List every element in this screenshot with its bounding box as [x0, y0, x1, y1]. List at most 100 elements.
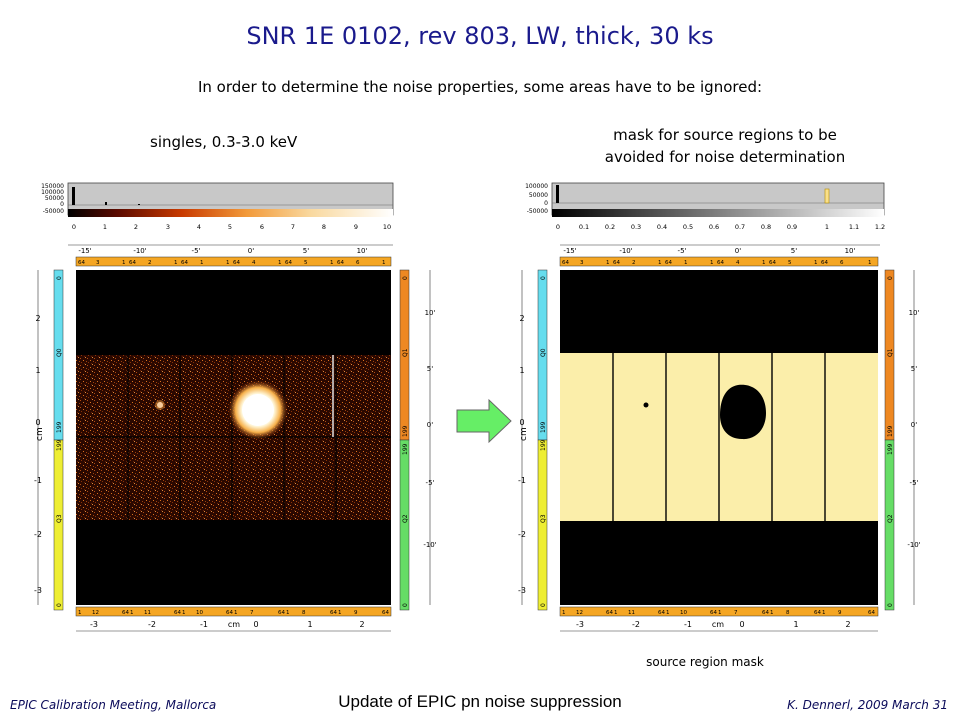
- svg-text:-2: -2: [34, 530, 42, 539]
- svg-text:1: 1: [330, 260, 334, 266]
- right-image-panel: 100000 50000 0 -50000 0 0.1 0.2 0.3 0.4 …: [518, 182, 921, 632]
- svg-text:-15': -15': [78, 247, 91, 255]
- subtitle: In order to determine the noise properti…: [197, 78, 763, 96]
- svg-text:Q0: Q0: [56, 348, 63, 357]
- svg-text:64: 64: [606, 610, 613, 616]
- svg-text:64: 64: [562, 260, 569, 266]
- left-colorbar-ticks: 0 1 2 3 4 5 6 7 8 9 10: [72, 223, 391, 231]
- svg-text:6: 6: [840, 260, 844, 266]
- svg-text:199: 199: [540, 421, 547, 433]
- svg-text:Q2: Q2: [887, 514, 894, 523]
- svg-text:1: 1: [226, 260, 230, 266]
- svg-text:8: 8: [786, 610, 790, 616]
- svg-text:64: 64: [762, 610, 769, 616]
- svg-text:64: 64: [181, 260, 188, 266]
- svg-text:0.6: 0.6: [709, 223, 719, 231]
- left-cm-axis: 2 1 0 -1 -2 -3: [34, 314, 42, 595]
- svg-text:0: 0: [540, 276, 547, 280]
- svg-text:64: 64: [814, 610, 821, 616]
- svg-text:0: 0: [402, 603, 409, 607]
- svg-text:cm: cm: [712, 620, 724, 629]
- svg-text:64: 64: [278, 610, 285, 616]
- right-hist-tick-1: 50000: [529, 192, 548, 199]
- svg-text:0': 0': [248, 247, 254, 255]
- svg-text:0.1: 0.1: [579, 223, 589, 231]
- svg-text:-5': -5': [910, 479, 919, 487]
- svg-text:2: 2: [134, 223, 138, 231]
- svg-text:199: 199: [402, 425, 409, 437]
- svg-text:2: 2: [632, 260, 636, 266]
- svg-text:64: 64: [717, 260, 724, 266]
- svg-text:0: 0: [253, 620, 258, 629]
- svg-text:0.3: 0.3: [631, 223, 641, 231]
- svg-text:64: 64: [129, 260, 136, 266]
- svg-text:0.7: 0.7: [735, 223, 745, 231]
- svg-text:Q1: Q1: [402, 348, 409, 357]
- svg-text:64: 64: [382, 610, 389, 616]
- svg-text:1: 1: [793, 620, 798, 629]
- svg-text:1: 1: [130, 610, 134, 616]
- left-hist-tick-4: -50000: [43, 208, 64, 215]
- svg-text:64: 64: [233, 260, 240, 266]
- svg-text:1: 1: [35, 366, 40, 375]
- svg-text:199: 199: [887, 443, 894, 455]
- svg-text:1: 1: [234, 610, 238, 616]
- svg-text:64: 64: [821, 260, 828, 266]
- svg-text:64: 64: [769, 260, 776, 266]
- svg-text:0: 0: [35, 418, 40, 427]
- svg-text:1: 1: [174, 260, 178, 266]
- svg-text:0: 0: [72, 223, 76, 231]
- svg-text:1: 1: [382, 260, 386, 266]
- svg-text:64: 64: [658, 610, 665, 616]
- svg-text:-2: -2: [518, 530, 526, 539]
- svg-text:0': 0': [427, 421, 433, 429]
- svg-text:-10': -10': [619, 247, 632, 255]
- svg-text:-2: -2: [632, 620, 640, 629]
- svg-text:9: 9: [838, 610, 842, 616]
- svg-text:7: 7: [250, 610, 254, 616]
- svg-text:0: 0: [739, 620, 744, 629]
- svg-text:1: 1: [868, 260, 872, 266]
- svg-text:1: 1: [658, 260, 662, 266]
- svg-text:0.8: 0.8: [761, 223, 771, 231]
- svg-text:2: 2: [148, 260, 152, 266]
- svg-text:0: 0: [56, 603, 63, 607]
- svg-text:64: 64: [665, 260, 672, 266]
- svg-text:1: 1: [78, 610, 82, 616]
- svg-text:199: 199: [887, 425, 894, 437]
- svg-text:0: 0: [519, 418, 524, 427]
- right-cm-axis: 2 1 0 -1 -2 -3: [518, 314, 526, 595]
- right-cm-label: cm: [519, 427, 529, 441]
- svg-text:1: 1: [182, 610, 186, 616]
- svg-text:-3: -3: [518, 586, 526, 595]
- svg-text:1: 1: [666, 610, 670, 616]
- svg-text:5': 5': [427, 365, 433, 373]
- svg-text:0': 0': [911, 421, 917, 429]
- right-top-strip-labels: 64 3 1 64 2 1 64 1 1 64 4 1 64 5 1 64 6 …: [562, 260, 872, 266]
- svg-text:64: 64: [122, 610, 129, 616]
- svg-text:64: 64: [285, 260, 292, 266]
- svg-text:64: 64: [337, 260, 344, 266]
- svg-text:0: 0: [556, 223, 560, 231]
- svg-text:1: 1: [200, 260, 204, 266]
- svg-text:-5': -5': [678, 247, 687, 255]
- right-hist-tick-0: 100000: [525, 183, 548, 190]
- svg-text:0.5: 0.5: [683, 223, 693, 231]
- right-colorbar: [552, 209, 884, 217]
- footer-author-date: K. Dennerl, 2009 March 31: [787, 698, 948, 712]
- masked-source-blob: [720, 384, 766, 440]
- svg-text:1: 1: [825, 223, 829, 231]
- svg-text:-10': -10': [133, 247, 146, 255]
- right-panel-caption: mask for source regions to be avoided fo…: [560, 124, 890, 168]
- svg-text:64: 64: [226, 610, 233, 616]
- right-bottom-cm: -3 -2 -1 cm 0 1 2: [576, 620, 851, 629]
- svg-text:3: 3: [166, 223, 170, 231]
- svg-text:2: 2: [845, 620, 850, 629]
- svg-text:11: 11: [144, 610, 151, 616]
- left-strip-q2: [399, 439, 410, 611]
- svg-text:10': 10': [357, 247, 368, 255]
- svg-text:Q3: Q3: [540, 514, 547, 523]
- svg-text:1: 1: [307, 620, 312, 629]
- svg-text:Q0: Q0: [540, 348, 547, 357]
- svg-text:-1: -1: [684, 620, 692, 629]
